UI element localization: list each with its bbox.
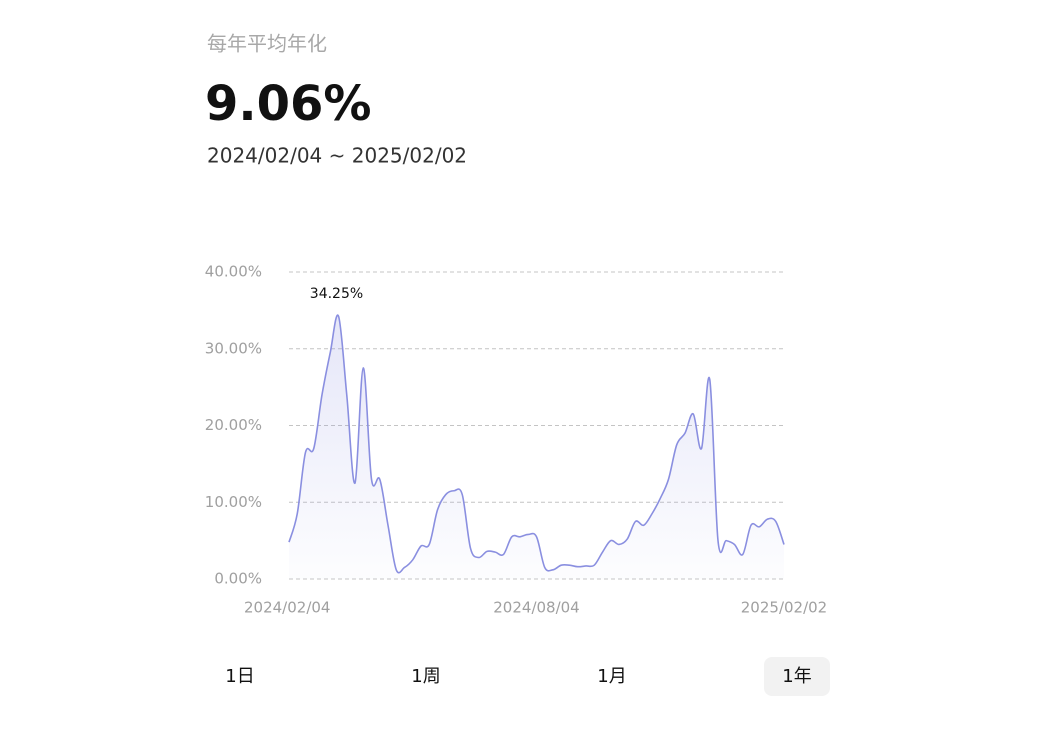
y-tick-label: 40.00% xyxy=(205,263,262,281)
tabs: 1日 1周 1月 1年 xyxy=(225,657,830,696)
y-tick-label: 0.00% xyxy=(214,570,262,588)
header-value: 9.06% xyxy=(205,76,372,132)
tab-active-bg xyxy=(764,657,830,696)
chart: 0.00% 10.00% 20.00% 30.00% 40.00% 2024/02/04 2… xyxy=(205,263,827,617)
tab[interactable]: 1年 xyxy=(782,666,811,687)
tab[interactable]: 1月 xyxy=(597,666,626,687)
x-tick-label: 2025/02/02 xyxy=(741,599,827,617)
area-fill xyxy=(289,315,784,579)
header-label: 每年平均年化 xyxy=(207,32,327,56)
y-tick-label: 10.00% xyxy=(205,493,262,511)
tab[interactable]: 1周 xyxy=(411,666,440,687)
header-range: 2024/02/04 ~ 2025/02/02 xyxy=(207,144,467,168)
y-tick-label: 20.00% xyxy=(205,416,262,434)
x-tick-label: 2024/08/04 xyxy=(493,599,579,617)
x-tick-label: 2024/02/04 xyxy=(244,599,330,617)
tab[interactable]: 1日 xyxy=(225,666,254,687)
line xyxy=(288,314,785,574)
value-label: 34.25% xyxy=(310,286,363,302)
y-tick-label: 30.00% xyxy=(205,339,262,357)
